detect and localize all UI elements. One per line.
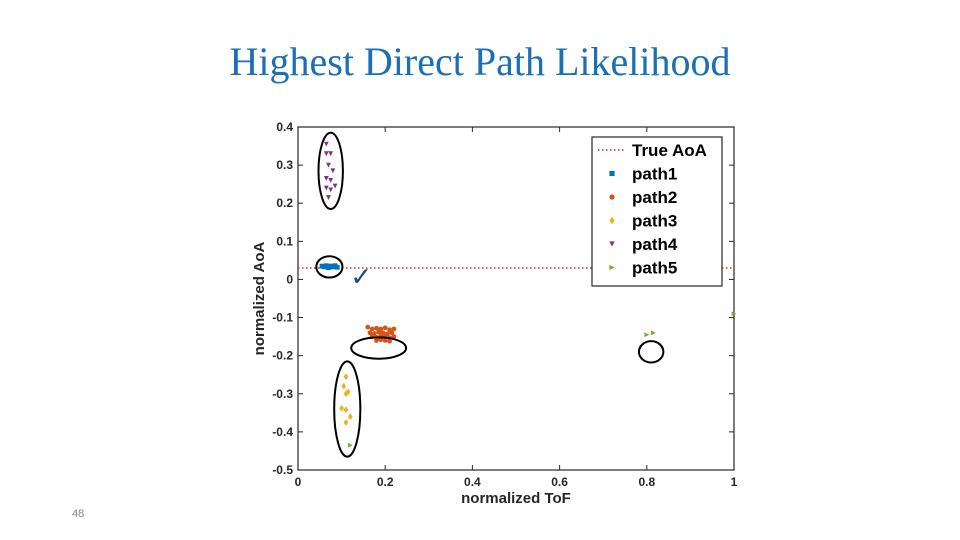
highlight-ellipse (333, 360, 362, 458)
path2-point (387, 338, 392, 344)
x-tick-label: 0.6 (551, 475, 568, 489)
path3-point (343, 390, 349, 398)
path3-point (341, 382, 347, 390)
y-tick-label: 0.4 (276, 120, 293, 134)
slide-title: Highest Direct Path Likelihood (229, 39, 731, 84)
legend-label: True AoA (632, 141, 707, 160)
path4-point (323, 176, 329, 181)
path2-point (391, 326, 397, 332)
highlight-ellipse (350, 336, 408, 360)
path5-point (347, 442, 353, 448)
path5-point (731, 311, 737, 317)
series-path3 (339, 373, 353, 426)
path2-point (376, 329, 382, 335)
y-tick-label: -0.4 (272, 425, 293, 439)
path2-point (374, 325, 379, 331)
path4-point (326, 162, 331, 168)
path2-point (369, 326, 375, 332)
path4-point (323, 141, 329, 147)
path2-point (374, 338, 379, 343)
path2-point (378, 337, 384, 343)
path3-point (343, 406, 349, 414)
y-tick-label: -0.1 (272, 311, 293, 325)
path4-point (328, 187, 334, 193)
path2-point (365, 324, 371, 330)
path4-point (332, 183, 338, 189)
series-path1 (319, 263, 340, 271)
path2-point (382, 338, 388, 343)
path3-point (343, 419, 349, 426)
path4-point (328, 151, 334, 157)
path4-point (323, 151, 329, 157)
legend-label: path3 (632, 212, 677, 231)
x-tick-label: 0.8 (638, 475, 655, 489)
plot-frame (297, 126, 735, 471)
y-tick-label: -0.5 (272, 463, 293, 477)
series-path2 (365, 324, 397, 344)
x-axis-label: normalized ToF (461, 490, 571, 507)
highlight-ellipse (637, 340, 665, 364)
path3-point (343, 373, 349, 380)
legend-label: path4 (632, 235, 678, 254)
legend-box (591, 136, 723, 287)
highlight-ellipse (317, 131, 344, 210)
legend: True AoA path1 path2 path3 path4 path5 (591, 136, 723, 287)
axis-ticks: 0 0.2 0.4 0.6 0.8 1 -0.5 -0.4 -0.3 -0.2 -0.1 0 0.1 0.… (272, 120, 737, 489)
path2-point (382, 325, 388, 331)
legend-marker-path1 (609, 170, 615, 177)
y-axis-label: normalized AoA (251, 242, 268, 356)
path2-point (391, 334, 397, 340)
series-path5 (347, 311, 737, 448)
path4-point (328, 177, 334, 183)
y-tick-label: 0.3 (276, 158, 293, 172)
path2-point (367, 330, 373, 336)
slide-number: 48 (72, 508, 85, 520)
path4-point (323, 185, 329, 191)
legend-marker-path4 (609, 241, 615, 247)
checkmark-icon: ✓ (350, 261, 372, 291)
y-tick-label: 0.2 (276, 196, 293, 210)
path5-point (644, 332, 650, 338)
x-tick-label: 0.4 (464, 475, 481, 489)
y-tick-label: -0.2 (272, 349, 293, 363)
legend-marker-path5 (609, 264, 615, 271)
legend-label: path5 (632, 259, 677, 278)
y-tick-label: -0.3 (272, 387, 293, 401)
legend-label: path1 (632, 165, 677, 184)
y-tick-label: 0.1 (276, 234, 293, 248)
path4-point (330, 168, 336, 174)
x-tick-label: 0 (295, 475, 302, 489)
legend-label: path2 (632, 188, 677, 207)
path2-point (389, 330, 395, 336)
path1-point (334, 264, 340, 270)
y-tick-label: 0 (286, 272, 293, 286)
legend-marker-path3 (609, 216, 615, 225)
x-tick-label: 1 (731, 475, 738, 489)
annotations: ✓ (315, 131, 665, 458)
path4-point (326, 195, 331, 200)
x-tick-label: 0.2 (377, 475, 394, 489)
path5-point (650, 330, 656, 336)
series-path4 (323, 141, 338, 200)
path3-point (347, 413, 353, 421)
data-points (319, 141, 737, 448)
legend-marker-path2 (609, 194, 615, 200)
highlight-ellipse (315, 255, 344, 279)
path3-point (339, 404, 344, 412)
